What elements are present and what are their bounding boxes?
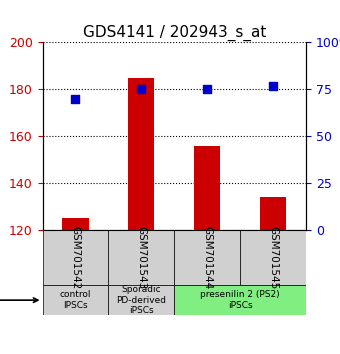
- Bar: [128, 78, 154, 230]
- Point: [270, 83, 276, 88]
- Point: [139, 86, 144, 92]
- Point: [204, 86, 210, 92]
- Text: GSM701544: GSM701544: [202, 226, 212, 289]
- FancyBboxPatch shape: [42, 285, 108, 315]
- Text: presenilin 2 (PS2)
iPSCs: presenilin 2 (PS2) iPSCs: [200, 290, 280, 310]
- Text: control
IPSCs: control IPSCs: [60, 290, 91, 310]
- FancyBboxPatch shape: [174, 285, 306, 315]
- FancyBboxPatch shape: [174, 230, 240, 285]
- Bar: [194, 145, 220, 230]
- FancyBboxPatch shape: [108, 285, 174, 315]
- Point: [73, 96, 78, 102]
- Text: GSM701543: GSM701543: [136, 226, 146, 289]
- Title: GDS4141 / 202943_s_at: GDS4141 / 202943_s_at: [83, 25, 266, 41]
- Text: cell line: cell line: [0, 295, 38, 305]
- FancyBboxPatch shape: [42, 230, 108, 285]
- FancyBboxPatch shape: [240, 230, 306, 285]
- Text: Sporadic
PD-derived
iPSCs: Sporadic PD-derived iPSCs: [116, 285, 166, 315]
- Text: GSM701545: GSM701545: [268, 226, 278, 289]
- Bar: [62, 218, 89, 230]
- FancyBboxPatch shape: [108, 230, 174, 285]
- Text: GSM701542: GSM701542: [70, 226, 81, 289]
- Bar: [260, 197, 286, 230]
